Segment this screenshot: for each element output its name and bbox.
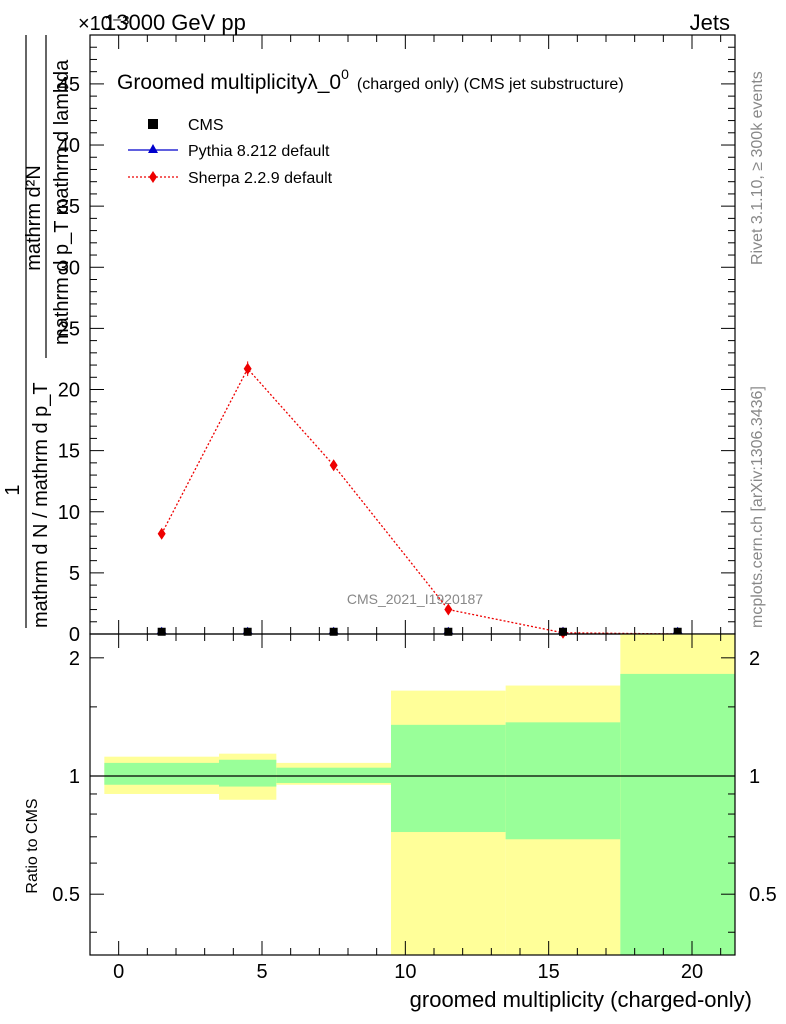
header-jets-label: Jets bbox=[690, 10, 730, 35]
xtick-label-1: 5 bbox=[256, 961, 267, 983]
x-axis-label: groomed multiplicity (charged-only) bbox=[410, 987, 752, 1012]
xtick-label-0: 0 bbox=[113, 961, 124, 983]
legend-label-2: Sherpa 2.2.9 default bbox=[188, 170, 333, 187]
main-ytick-label-9: 45 bbox=[58, 74, 80, 96]
ratio-band-green-3 bbox=[391, 724, 506, 833]
ratio-band-green-5 bbox=[620, 673, 735, 955]
ylabel-inner-denominator: mathrm d p_T mathrm d lambda bbox=[51, 59, 73, 345]
ratio-frame bbox=[89, 633, 736, 956]
chart-title: Groomed multiplicityλ_00 (charged only) (… bbox=[117, 66, 624, 94]
main-ytick-label-1: 5 bbox=[69, 563, 80, 585]
main-ytick-label-5: 25 bbox=[58, 318, 80, 340]
xtick-label-3: 15 bbox=[538, 961, 560, 983]
main-ytick-label-2: 10 bbox=[58, 502, 80, 524]
chart-title-main: Groomed multiplicityλ_0 bbox=[117, 71, 341, 94]
sherpa-point-0 bbox=[157, 527, 166, 540]
xtick-label-4: 20 bbox=[681, 961, 703, 983]
sherpa-point-2 bbox=[329, 459, 338, 472]
exponent-label: ×10⁻³ bbox=[78, 13, 129, 35]
main-ytick-label-3: 15 bbox=[58, 441, 80, 463]
ratio-band-green-0 bbox=[104, 762, 219, 785]
ratio-panel: 0.5 0.51 12 20 5 10 15 20 bbox=[52, 633, 777, 983]
main-panel: 0 5 10 15 20 25 30 35 40 45 CMS_2021_I1920187 Groom… bbox=[58, 34, 736, 646]
sherpa-point-1 bbox=[243, 362, 252, 375]
cms-point-1 bbox=[243, 627, 252, 636]
main-y-axis-label: 1 mathrm d N / mathrm d p_T mathrm d²N m… bbox=[2, 35, 73, 628]
chart-title-suffix: (charged only) (CMS jet substructure) bbox=[357, 76, 624, 93]
ratio-band-green-2 bbox=[276, 767, 391, 783]
main-frame bbox=[89, 34, 736, 635]
main-ytick-label-6: 30 bbox=[58, 257, 80, 279]
cms-point-0 bbox=[157, 627, 166, 636]
legend-label-0: CMS bbox=[188, 117, 224, 134]
ylabel-inner-numerator: mathrm d²N bbox=[23, 165, 45, 271]
cms-point-4 bbox=[559, 627, 567, 636]
watermark-label: CMS_2021_I1920187 bbox=[347, 591, 483, 607]
xtick-label-2: 10 bbox=[394, 961, 416, 983]
main-ytick-label-4: 20 bbox=[58, 380, 80, 402]
ylabel-numerator: 1 bbox=[2, 484, 24, 495]
cms-point-3 bbox=[444, 627, 453, 636]
legend-marker-pythia bbox=[148, 144, 158, 153]
legend-marker-cms bbox=[148, 119, 158, 129]
ratio-band-green-1 bbox=[219, 759, 277, 787]
ratio-ytick-label-right-0: 0.5 bbox=[749, 884, 777, 906]
mcplots-label: mcplots.cern.ch [arXiv:1306.3436] bbox=[749, 386, 766, 628]
ratio-ytick-label-left-0: 0.5 bbox=[52, 884, 80, 906]
main-ytick-label-7: 35 bbox=[58, 196, 80, 218]
ratio-ytick-label-right-1: 1 bbox=[749, 766, 760, 788]
ratio-ytick-label-left-2: 2 bbox=[69, 648, 80, 670]
ratio-ytick-label-right-2: 2 bbox=[749, 648, 760, 670]
main-ytick-label-8: 40 bbox=[58, 135, 80, 157]
cms-point-5 bbox=[673, 627, 682, 636]
header-energy-label: 13000 GeV pp bbox=[104, 10, 246, 35]
legend-marker-sherpa bbox=[149, 171, 157, 183]
ratio-ytick-label-left-1: 1 bbox=[69, 766, 80, 788]
cms-point-2 bbox=[329, 627, 338, 636]
legend-label-1: Pythia 8.212 default bbox=[188, 143, 330, 160]
ylabel-denominator: mathrm d N / mathrm d p_T bbox=[30, 382, 52, 628]
rivet-label: Rivet 3.1.10, ≥ 300k events bbox=[749, 71, 766, 265]
ratio-band-green-4 bbox=[505, 722, 621, 840]
ratio-y-axis-label: Ratio to CMS bbox=[24, 798, 41, 893]
chart-title-superscript: 0 bbox=[341, 66, 349, 82]
main-ytick-label-0: 0 bbox=[69, 624, 80, 646]
sherpa-point-3 bbox=[444, 603, 453, 616]
